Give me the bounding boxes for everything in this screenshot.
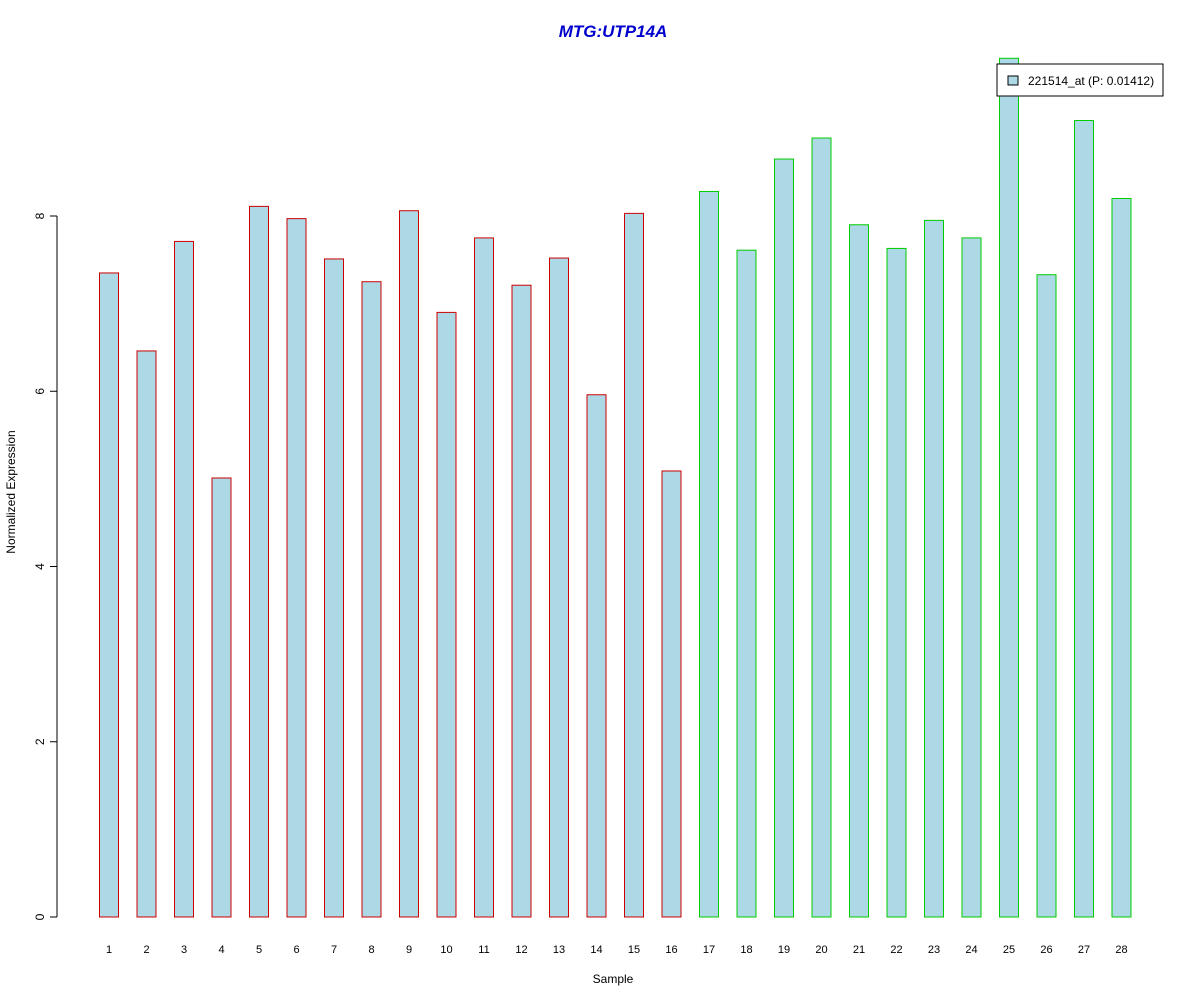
x-tick-label: 10 — [440, 944, 452, 956]
bar-24 — [961, 237, 982, 918]
y-axis: 0 2 4 6 8 — [33, 212, 58, 920]
x-tick-label: 1 — [106, 944, 112, 956]
bar-1 — [99, 272, 119, 918]
bar-11 — [474, 237, 494, 918]
y-tick-label: 6 — [33, 388, 47, 395]
x-axis-label: Sample — [593, 972, 634, 986]
x-tick-label: 5 — [256, 944, 262, 956]
bar-7 — [324, 258, 344, 918]
x-tick-label: 11 — [478, 944, 489, 956]
bar-22 — [886, 247, 907, 918]
x-tick-label: 22 — [890, 944, 902, 956]
bar-15 — [624, 212, 644, 918]
x-tick-label: 4 — [218, 944, 224, 956]
bar-4 — [211, 477, 232, 918]
bar-19 — [774, 158, 794, 918]
x-tick-label: 6 — [293, 944, 299, 956]
bar-8 — [361, 281, 382, 918]
x-tick-label: 3 — [181, 944, 187, 956]
x-tick-label: 12 — [515, 944, 527, 956]
y-axis-label: Normalized Expression — [4, 430, 18, 553]
x-tick-label: 19 — [778, 944, 790, 956]
bar-9 — [399, 210, 419, 918]
x-tick-label: 21 — [853, 944, 865, 956]
x-tick-label: 25 — [1003, 944, 1015, 956]
x-tick-label: 2 — [143, 944, 149, 956]
bar-25 — [999, 57, 1019, 918]
bar-12 — [511, 284, 532, 918]
bar-26 — [1036, 274, 1057, 918]
x-tick-label: 18 — [740, 944, 752, 956]
x-tick-label: 8 — [368, 944, 374, 956]
bar-2 — [136, 350, 157, 918]
x-tick-label: 23 — [928, 944, 940, 956]
bar-6 — [286, 218, 307, 918]
x-tick-label: 27 — [1078, 944, 1090, 956]
bar-17 — [699, 190, 719, 918]
x-tick-label: 7 — [331, 944, 337, 956]
bar-23 — [924, 219, 944, 918]
bar-5 — [249, 205, 269, 918]
y-tick-label: 8 — [33, 212, 47, 219]
x-tick-label: 28 — [1115, 944, 1127, 956]
bar-10 — [436, 311, 457, 918]
bar-20 — [811, 137, 832, 918]
x-tick-label: 13 — [553, 944, 565, 956]
y-tick-label: 0 — [33, 913, 47, 920]
bar-16 — [661, 470, 682, 918]
legend-label: 221514_at (P: 0.01412) — [1028, 74, 1154, 88]
chart-title: MTG:UTP14A — [559, 22, 668, 41]
x-tick-label: 15 — [628, 944, 640, 956]
bar-28 — [1111, 197, 1132, 918]
y-tick-label: 4 — [33, 563, 47, 570]
bar-14 — [586, 394, 607, 918]
bar-21 — [849, 224, 869, 918]
legend-box — [996, 63, 1164, 97]
x-tick-label: 14 — [590, 944, 602, 956]
x-tick-label: 16 — [665, 944, 677, 956]
x-tick-label: 17 — [703, 944, 715, 956]
x-tick-label: 26 — [1040, 944, 1052, 956]
x-tick-label: 20 — [815, 944, 827, 956]
y-tick-label: 2 — [33, 738, 47, 745]
x-tick-label: 24 — [965, 944, 977, 956]
legend-swatch — [1007, 75, 1019, 86]
x-tick-label: 9 — [406, 944, 412, 956]
bar-13 — [549, 257, 569, 918]
bar-27 — [1074, 119, 1094, 918]
x-tick-labels: 1 2 3 4 5 6 7 8 9 10 11 12 13 14 15 16 17 18 19 20 21 22 23 24 2… — [106, 944, 1128, 956]
bar-18 — [736, 249, 757, 918]
bar-3 — [174, 240, 194, 918]
bars — [99, 57, 1132, 918]
legend: 221514_at (P: 0.01412) — [996, 63, 1164, 97]
